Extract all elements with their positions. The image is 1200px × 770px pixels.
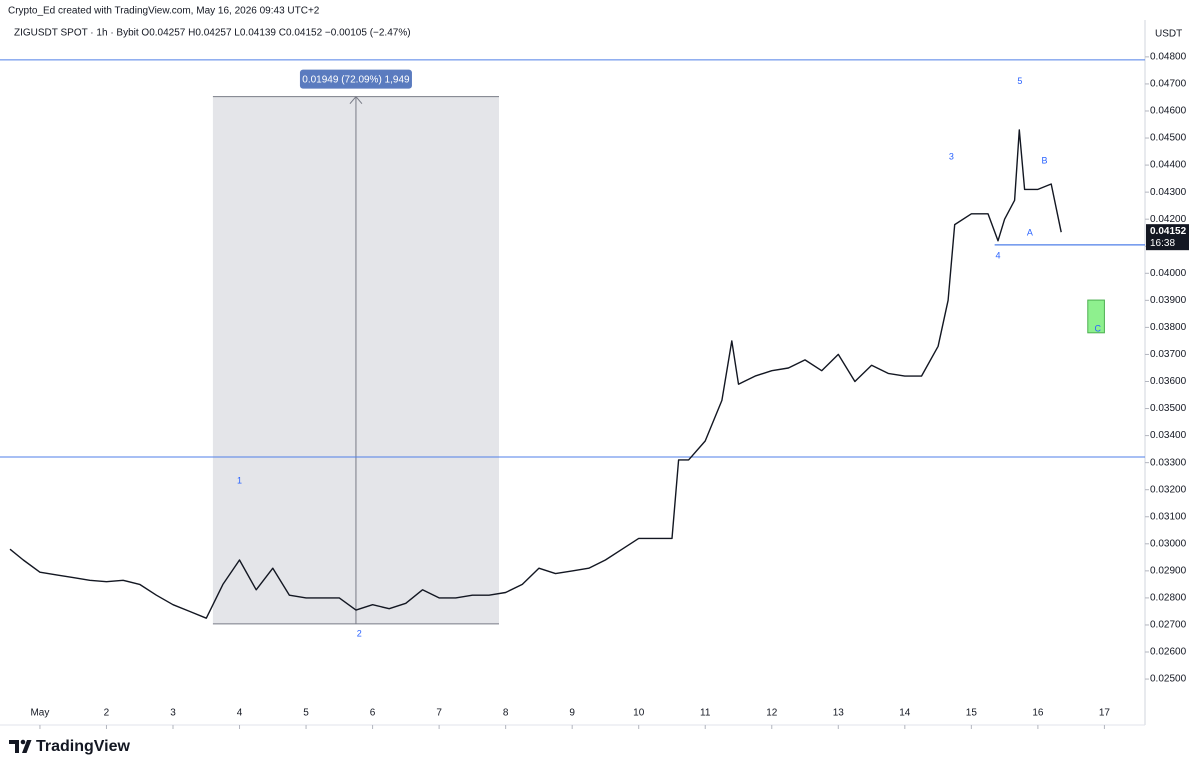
wave-label: 2 — [357, 628, 362, 638]
y-tick-label: 0.03800 — [1150, 322, 1187, 333]
wave-label: 5 — [1017, 76, 1022, 86]
x-tick-label: 15 — [966, 708, 978, 719]
y-tick-label: 0.03500 — [1150, 403, 1187, 414]
logo-slash — [22, 740, 32, 753]
x-tick-label: 9 — [569, 708, 575, 719]
x-tick-label: May — [30, 708, 49, 719]
x-tick-label: 16 — [1032, 708, 1044, 719]
measure-label: 0.01949 (72.09%) 1,949 — [302, 74, 410, 85]
x-tick-label: 2 — [104, 708, 110, 719]
x-tick-label: 6 — [370, 708, 376, 719]
y-tick-label: 0.03400 — [1150, 430, 1187, 441]
x-tick-label: 7 — [436, 708, 442, 719]
x-tick-label: 13 — [833, 708, 845, 719]
measure-arrowhead — [349, 95, 363, 104]
y-tick-label: 0.04200 — [1150, 214, 1187, 225]
x-tick-label: 8 — [503, 708, 509, 719]
y-tick-label: 0.04500 — [1150, 133, 1187, 144]
x-tick-label: 11 — [700, 708, 711, 719]
symbol-legend: ZIGUSDT SPOT · 1h · Bybit O0.04257 H0.04… — [14, 28, 411, 39]
wave-label: B — [1042, 155, 1048, 165]
x-tick-label: 12 — [766, 708, 778, 719]
x-tick-label: 10 — [633, 708, 645, 719]
price-line — [9, 129, 1062, 619]
brand-logo: TradingView — [9, 738, 131, 755]
x-tick-label: 5 — [303, 708, 309, 719]
measure-label-box — [299, 69, 412, 89]
brand-name: TradingView — [36, 738, 131, 755]
y-tick-label: 0.04700 — [1150, 79, 1187, 90]
wave-label: 4 — [995, 250, 1000, 260]
logo-mark — [9, 740, 19, 753]
x-tick-label: 3 — [170, 708, 176, 719]
y-tick-label: 0.04000 — [1150, 268, 1187, 279]
y-tick-label: 0.04300 — [1150, 187, 1187, 198]
target-zone — [1087, 299, 1105, 334]
last-price-box — [1146, 224, 1189, 251]
last-price: 0.04152 — [1150, 226, 1187, 237]
y-tick-label: 0.03900 — [1150, 295, 1187, 306]
countdown: 16:38 — [1150, 238, 1175, 249]
y-tick-label: 0.03300 — [1150, 457, 1187, 468]
wave-label: C — [1095, 323, 1102, 333]
y-tick-label: 0.02600 — [1150, 647, 1187, 658]
y-tick-label: 0.03000 — [1150, 538, 1187, 549]
x-tick-label: 14 — [899, 708, 911, 719]
header: Crypto_Ed created with TradingView.com, … — [8, 6, 320, 17]
y-axis-label: USDT — [1155, 29, 1182, 40]
y-tick-label: 0.02800 — [1150, 593, 1187, 604]
wave-label: 3 — [949, 151, 954, 161]
wave-label: A — [1027, 227, 1033, 237]
x-tick-label: 4 — [237, 708, 243, 719]
y-tick-label: 0.02900 — [1150, 565, 1187, 576]
y-tick-label: 0.03700 — [1150, 349, 1187, 360]
y-tick-label: 0.04600 — [1150, 106, 1187, 117]
y-tick-label: 0.04400 — [1150, 160, 1187, 171]
y-tick-label: 0.02700 — [1150, 620, 1187, 631]
x-tick-label: 17 — [1099, 708, 1111, 719]
y-tick-label: 0.02500 — [1150, 674, 1187, 685]
logo-dot — [20, 739, 26, 745]
wave-label: 1 — [237, 475, 242, 485]
y-tick-label: 0.03100 — [1150, 511, 1187, 522]
y-tick-label: 0.03200 — [1150, 484, 1187, 495]
y-tick-label: 0.04800 — [1150, 52, 1187, 63]
y-tick-label: 0.03600 — [1150, 376, 1187, 387]
plot-area: 0.02500 0.02600 0.02700 0.02800 0.02900 0.030… — [0, 52, 1187, 729]
